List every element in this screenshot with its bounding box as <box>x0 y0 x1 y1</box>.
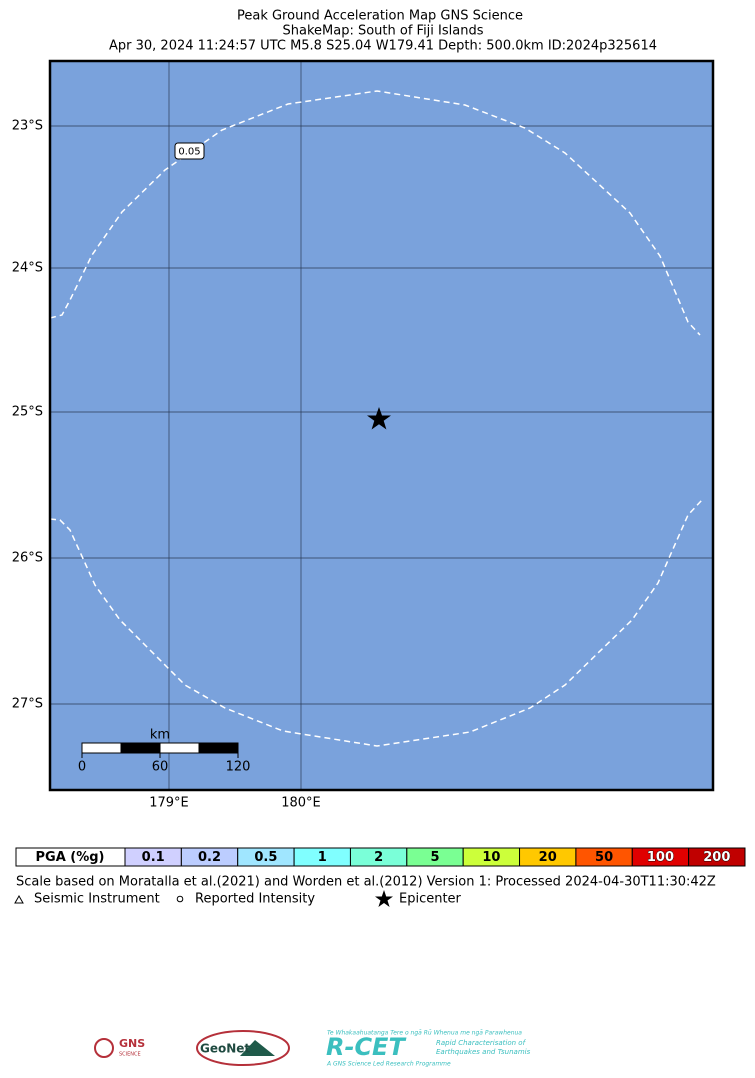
contour-label: 0.05 <box>178 147 200 158</box>
legend-cell-label: 200 <box>703 850 730 865</box>
logo-text: A GNS Science Led Research Programme <box>326 1061 451 1068</box>
gns-logo: GNS SCIENCE <box>94 1037 145 1058</box>
scale-unit: km <box>150 728 170 743</box>
map-frame <box>48 59 715 792</box>
legend-cell-label: 100 <box>647 850 674 865</box>
legend-cell-label: 5 <box>430 850 439 865</box>
symbol-label: Epicenter <box>399 892 462 907</box>
symbol-label: Reported Intensity <box>195 892 315 907</box>
title: Peak Ground Acceleration Map GNS Science <box>237 9 523 24</box>
geonet-logo: GeoNet <box>196 1030 290 1066</box>
logo-text: Te Whakaahuatanga Tere o ngā Rū Whenua m… <box>327 1030 522 1037</box>
lat-label: 27°S <box>12 697 43 712</box>
legend-cell-label: 1 <box>318 850 327 865</box>
logo-text: Earthquakes and Tsunamis <box>436 1048 531 1056</box>
legend-cell <box>688 847 746 867</box>
legend-cell-label: 10 <box>482 850 500 865</box>
epicenter <box>367 407 391 430</box>
lon-label: 180°E <box>281 796 321 811</box>
lat-label: 23°S <box>12 119 43 134</box>
graticule <box>50 61 713 790</box>
pga-legend: PGA (%g) 0.1 0.2 0.5 1 2 5 10 20 50 100 200 <box>15 847 746 867</box>
legend-cell-label: 0.1 <box>142 850 165 865</box>
symbol-label: Seismic Instrument <box>34 892 160 907</box>
logo-text: R-CET <box>326 1033 406 1061</box>
subtitle: ShakeMap: South of Fiji Islands <box>283 24 484 39</box>
epicenter-symbol <box>375 890 393 907</box>
contour <box>49 90 703 747</box>
lat-label: 26°S <box>12 551 43 566</box>
scale-ticks <box>81 753 239 758</box>
logo-text: Rapid Characterisation of <box>436 1039 527 1047</box>
legend-cell-label: 2 <box>374 850 383 865</box>
legend-label: PGA (%g) <box>36 850 105 865</box>
logo-text: GeoNet <box>200 1042 250 1056</box>
logo-text: GNS <box>119 1037 145 1050</box>
logo-text: SCIENCE <box>119 1052 141 1058</box>
event-info: Apr 30, 2024 11:24:57 UTC M5.8 S25.04 W1… <box>109 39 657 54</box>
contour-label-box <box>174 142 205 160</box>
legend-cell-label: 0.5 <box>254 850 277 865</box>
legend-cell-label: 20 <box>539 850 557 865</box>
lon-label: 179°E <box>149 796 189 811</box>
rcet-logo: Te Whakaahuatanga Tere o ngā Rū Whenua m… <box>326 1030 531 1068</box>
legend-cell-label: 0.2 <box>198 850 221 865</box>
intensity-symbol <box>176 895 184 903</box>
instrument-symbol <box>14 894 24 904</box>
lat-label: 24°S <box>12 261 43 276</box>
legend-cell-label: 50 <box>595 850 613 865</box>
footer-note: Scale based on Moratalla et al.(2021) an… <box>16 875 716 890</box>
lat-label: 25°S <box>12 405 43 420</box>
scale-label: 0 <box>78 760 86 775</box>
scale-label: 120 <box>226 760 251 775</box>
scale-label: 60 <box>152 760 169 775</box>
